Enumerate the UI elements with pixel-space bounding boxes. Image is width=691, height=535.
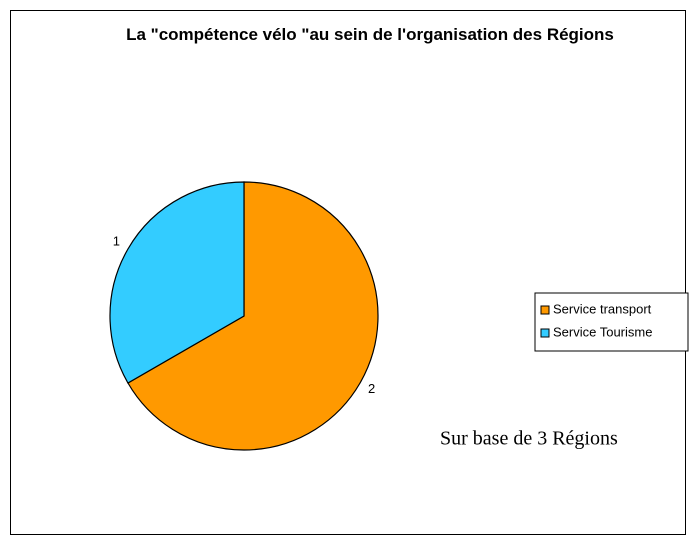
legend-swatch bbox=[540, 305, 550, 315]
data-label: 2 bbox=[368, 381, 375, 396]
annotation: Sur base de 3 Régions bbox=[440, 428, 618, 450]
chart-title: La "compétence vélo "au sein de l'organi… bbox=[126, 25, 614, 44]
data-label: 1 bbox=[113, 234, 120, 249]
legend-label: Service transport bbox=[553, 301, 652, 316]
legend-box bbox=[534, 292, 689, 352]
legend-swatch bbox=[540, 328, 550, 338]
pie-slice bbox=[109, 181, 245, 384]
pie-slice bbox=[127, 181, 379, 451]
legend-label: Service Tourisme bbox=[553, 324, 652, 339]
